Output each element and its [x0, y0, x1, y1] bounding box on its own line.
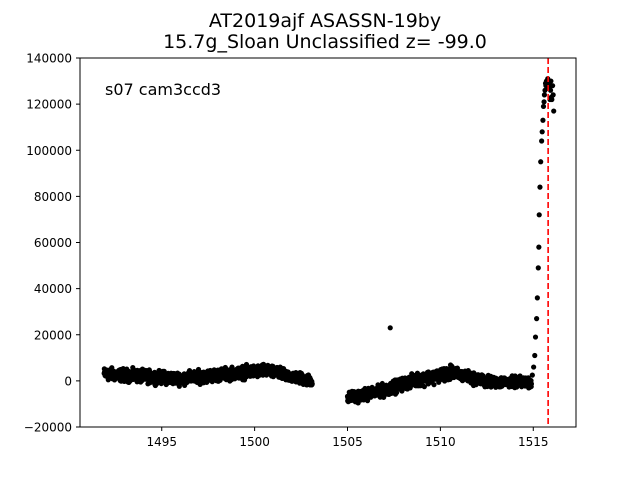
- data-point: [534, 295, 540, 301]
- y-tick-label: −20000: [24, 421, 72, 435]
- data-points: [101, 76, 557, 406]
- y-tick-label: 120000: [26, 98, 72, 112]
- y-tick-label: 80000: [34, 190, 72, 204]
- data-point: [540, 103, 547, 110]
- data-point: [540, 117, 546, 123]
- data-point: [449, 363, 455, 369]
- y-tick-label: 20000: [34, 328, 72, 342]
- data-point: [549, 96, 555, 103]
- x-tick-label: 1495: [146, 435, 177, 449]
- y-axis: −20000 0 20000 40000 60000 80000 100000 120000 1…: [24, 52, 80, 435]
- x-tick-label: 1510: [425, 435, 456, 449]
- data-point: [536, 212, 542, 218]
- y-tick-label: 0: [64, 374, 72, 388]
- ccd-annotation: s07 cam3ccd3: [105, 80, 221, 99]
- data-point: [547, 87, 554, 93]
- x-tick-label: 1515: [518, 435, 549, 449]
- data-point: [535, 265, 541, 271]
- data-point: [309, 381, 315, 387]
- data-point: [186, 368, 193, 374]
- data-point: [531, 364, 537, 370]
- data-point: [548, 78, 554, 84]
- data-point: [532, 352, 538, 359]
- data-point: [541, 99, 547, 105]
- y-tick-label: 60000: [34, 236, 72, 250]
- x-axis: 1495 1500 1505 1510 1515: [146, 427, 549, 449]
- data-point: [529, 372, 535, 378]
- data-point: [538, 159, 544, 165]
- y-tick-label: 40000: [34, 282, 72, 296]
- data-point: [528, 381, 535, 387]
- data-point: [541, 92, 548, 98]
- data-point: [534, 316, 540, 322]
- data-point: [539, 129, 545, 135]
- data-point: [539, 138, 545, 144]
- y-tick-label: 140000: [26, 52, 72, 66]
- data-point: [379, 380, 385, 387]
- chart-title-line2: 15.7g_Sloan Unclassified z= -99.0: [163, 31, 487, 53]
- data-point: [550, 92, 556, 98]
- y-tick-label: 100000: [26, 144, 72, 158]
- data-point: [537, 184, 543, 190]
- data-point: [532, 334, 539, 340]
- chart-title-line1: AT2019ajf ASASSN-19by: [209, 10, 441, 32]
- data-point: [536, 244, 542, 250]
- x-tick-label: 1505: [332, 435, 363, 449]
- data-point: [549, 83, 556, 89]
- x-tick-label: 1500: [239, 435, 270, 449]
- data-point: [394, 389, 400, 396]
- data-point: [431, 382, 437, 388]
- data-point: [387, 325, 393, 331]
- data-point: [551, 108, 557, 114]
- data-point: [421, 384, 427, 390]
